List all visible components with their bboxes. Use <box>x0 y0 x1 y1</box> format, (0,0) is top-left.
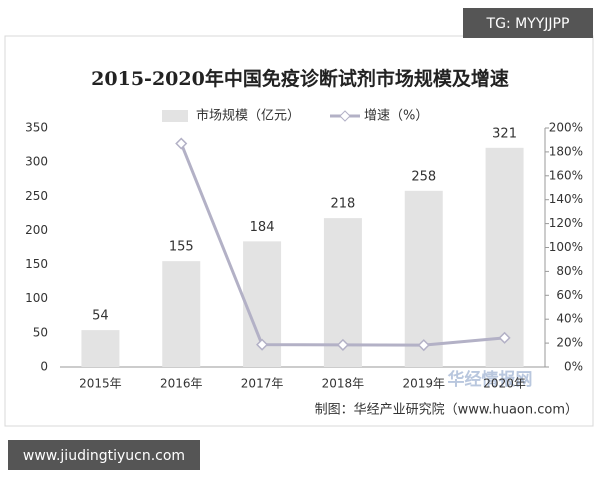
y-tick-label: 150 <box>25 257 48 271</box>
data-label: 155 <box>169 240 194 255</box>
marker <box>256 338 269 351</box>
x-tick-label: 2017年 <box>241 377 284 391</box>
y2-tick-label: 80% <box>556 264 583 278</box>
legend-swatch <box>162 110 188 122</box>
data-label: 218 <box>331 197 356 212</box>
bar <box>162 261 201 367</box>
y2-tick-label: 180% <box>549 144 583 158</box>
y2-tick-label: 100% <box>549 240 583 254</box>
x-tick-label: 2019年 <box>402 377 445 391</box>
watermark-box <box>8 440 200 470</box>
bar <box>81 330 120 367</box>
y-tick-label: 300 <box>25 155 48 169</box>
marker <box>336 338 349 351</box>
logo-watermark: 华经情报网 <box>448 369 533 390</box>
watermark-box <box>463 8 593 38</box>
legend-label: 增速（%） <box>364 109 428 124</box>
y-tick-label: 100 <box>25 291 48 305</box>
y2-tick-label: 120% <box>549 216 583 230</box>
y-tick-label: 350 <box>25 121 48 135</box>
marker <box>175 137 188 150</box>
y2-tick-label: 0% <box>564 360 583 374</box>
marker <box>498 331 511 344</box>
y-tick-label: 0 <box>40 360 48 374</box>
y-tick-label: 50 <box>33 325 48 339</box>
data-label: 321 <box>492 126 517 141</box>
bar <box>404 190 443 367</box>
y2-tick-label: 160% <box>549 168 583 182</box>
chart-title: 2015-2020年中国免疫诊断试剂市场规模及增速 <box>91 67 509 90</box>
data-label: 184 <box>250 220 275 235</box>
y-tick-label: 250 <box>25 189 48 203</box>
y2-tick-label: 60% <box>556 288 583 302</box>
y2-tick-label: 20% <box>556 336 583 350</box>
legend-swatch <box>339 110 351 122</box>
bar <box>485 147 524 367</box>
watermark: TG: MYYJJPP <box>486 16 570 32</box>
marker <box>417 339 430 352</box>
x-tick-label: 2015年 <box>79 377 122 391</box>
data-label: 258 <box>411 169 436 184</box>
x-tick-label: 2018年 <box>322 377 365 391</box>
watermark: www.jiudingtiyucn.com <box>23 448 185 464</box>
source: 制图：华经产业研究院（www.huaon.com） <box>315 403 578 418</box>
y2-tick-label: 140% <box>549 192 583 206</box>
y-tick-label: 200 <box>25 223 48 237</box>
x-tick-label: 2020年 <box>483 377 526 391</box>
y2-tick-label: 200% <box>549 121 583 135</box>
data-label: 54 <box>92 309 109 324</box>
legend-label: 市场规模（亿元） <box>196 108 300 124</box>
y2-tick-label: 40% <box>556 312 583 326</box>
x-tick-label: 2016年 <box>160 377 203 391</box>
